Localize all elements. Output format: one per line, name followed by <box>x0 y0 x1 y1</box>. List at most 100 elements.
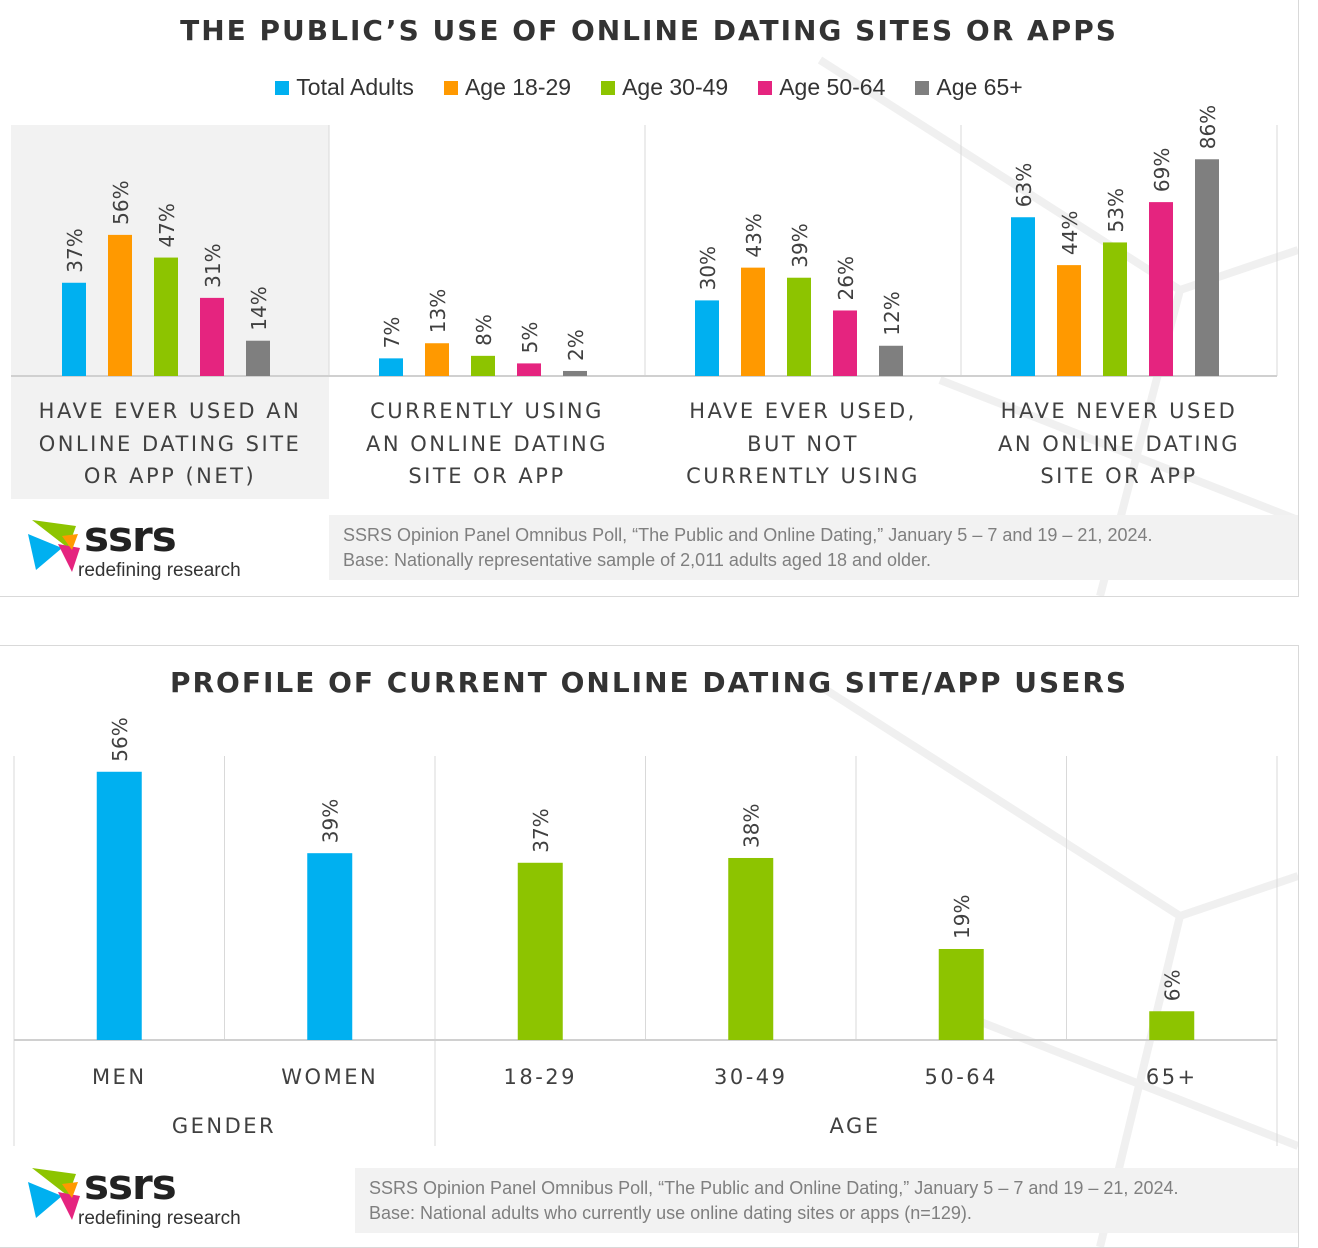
chart-panel-online-dating-use: THE PUBLIC’S USE OF ONLINE DATING SITES … <box>0 0 1299 597</box>
bar-chart-user-profile: 56% MEN 39% WOMEN 37% 18-29 38% 30-49 19% 50-64 6%… <box>13 717 1278 1146</box>
data-label: 37% <box>63 228 87 272</box>
category-label-line: HAVE EVER USED AN <box>38 399 302 423</box>
category-label-currently-using: CURRENTLY USING AN ONLINE DATING SITE OR… <box>329 395 645 493</box>
category-label-ever-used-not-current: HAVE EVER USED, BUT NOT CURRENTLY USING <box>645 395 961 493</box>
data-label: 44% <box>1058 211 1082 255</box>
category-label-line: CURRENTLY USING <box>686 464 920 488</box>
legend-label: Age 30-49 <box>622 74 729 100</box>
legend-label: Age 65+ <box>936 74 1023 100</box>
bar-total-adults <box>1011 217 1035 376</box>
category-label-line: OR APP (NET) <box>83 464 257 488</box>
data-label: 31% <box>201 243 225 287</box>
legend-swatch <box>915 80 930 95</box>
category-label-line: CURRENTLY USING <box>370 399 604 423</box>
source-line: Base: Nationally representative sample o… <box>343 550 932 570</box>
legend-item-age-18-29: Age 18-29 <box>443 74 572 101</box>
category-label-line: SITE OR APP <box>408 464 566 488</box>
chart-title: PROFILE OF CURRENT ONLINE DATING SITE/AP… <box>169 666 1129 699</box>
legend-item-age-65-plus: Age 65+ <box>915 74 1023 101</box>
bar-age-18-29 <box>741 267 765 376</box>
bar-men <box>96 771 142 1040</box>
logo-tagline: redefining research <box>78 1208 241 1229</box>
category-label-line: HAVE NEVER USED <box>1000 399 1238 423</box>
data-label: 86% <box>1196 105 1220 149</box>
source-note: SSRS Opinion Panel Omnibus Poll, “The Pu… <box>355 1168 1298 1233</box>
data-label: 26% <box>834 256 858 300</box>
bar-age-65- <box>246 340 270 376</box>
ssrs-logo-mark <box>28 520 80 572</box>
bar-age-30-49 <box>1103 242 1127 376</box>
category-label-line: AN ONLINE DATING <box>365 431 609 456</box>
category-label-line: SITE OR APP <box>1040 464 1198 488</box>
source-line: Base: National adults who currently use … <box>369 1203 972 1223</box>
data-label: 8% <box>472 314 496 346</box>
bar-age-65- <box>879 345 903 376</box>
bar-age-30-49 <box>471 355 495 376</box>
data-label: 30% <box>696 246 720 290</box>
group-label-age: AGE <box>829 1114 881 1138</box>
bar-50-64 <box>938 948 984 1040</box>
ssrs-logo: ssrs redefining research <box>28 1160 268 1232</box>
bar-age-50-64 <box>1149 202 1173 376</box>
logo-tagline: redefining research <box>78 560 241 581</box>
source-note: SSRS Opinion Panel Omnibus Poll, “The Pu… <box>329 515 1298 580</box>
ssrs-logo-mark <box>28 1168 80 1220</box>
bar-total-adults <box>695 300 719 376</box>
legend-swatch <box>275 80 290 95</box>
bar-total-adults <box>62 282 86 376</box>
bar-age-18-29 <box>425 343 449 376</box>
logo-wordmark: ssrs <box>84 1160 177 1209</box>
bar-age-30-49 <box>787 277 811 376</box>
legend-label: Age 18-29 <box>464 74 572 100</box>
data-label: 38% <box>740 804 764 848</box>
bar-age-50-64 <box>200 297 224 376</box>
category-label: 30-49 <box>714 1065 788 1089</box>
data-label: 37% <box>529 808 553 852</box>
legend-swatch <box>758 80 773 95</box>
source-line: SSRS Opinion Panel Omnibus Poll, “The Pu… <box>369 1178 1179 1198</box>
data-label: 14% <box>247 286 271 330</box>
data-label: 13% <box>426 289 450 333</box>
legend-item-age-50-64: Age 50-64 <box>758 74 885 101</box>
bar-age-18-29 <box>108 234 132 376</box>
category-label-line: ONLINE DATING SITE <box>38 431 302 456</box>
bar-age-50-64 <box>517 363 541 376</box>
logo-wordmark: ssrs <box>84 512 177 561</box>
data-label: 63% <box>1012 163 1036 207</box>
bar-18-29 <box>517 862 563 1040</box>
legend-swatch <box>443 80 458 95</box>
data-label: 56% <box>108 717 132 761</box>
category-label-never-used: HAVE NEVER USED AN ONLINE DATING SITE OR… <box>961 395 1277 493</box>
legend: Total Adults Age 18-29 Age 30-49 Age 50-… <box>0 74 1298 101</box>
data-label: 39% <box>319 799 343 843</box>
data-label: 12% <box>880 291 904 335</box>
group-label-gender: GENDER <box>171 1114 277 1138</box>
source-line: SSRS Opinion Panel Omnibus Poll, “The Pu… <box>343 525 1153 545</box>
data-label: 56% <box>109 180 133 224</box>
category-label-line: HAVE EVER USED, <box>689 399 917 423</box>
category-label: 18-29 <box>503 1065 577 1089</box>
bar-total-adults <box>379 358 403 376</box>
category-label: MEN <box>92 1065 147 1089</box>
ssrs-logo: ssrs redefining research <box>28 512 268 584</box>
bar-age-18-29 <box>1057 265 1081 376</box>
category-label-ever-used: HAVE EVER USED AN ONLINE DATING SITE OR … <box>11 395 329 493</box>
category-label-line: BUT NOT <box>747 431 859 456</box>
data-label: 6% <box>1161 970 1185 1002</box>
data-label: 7% <box>380 317 404 349</box>
bar-age-65- <box>563 370 587 376</box>
data-label: 2% <box>564 329 588 361</box>
data-label: 47% <box>155 203 179 247</box>
bar-women <box>307 853 353 1040</box>
legend-label: Total Adults <box>296 74 414 100</box>
legend-item-age-30-49: Age 30-49 <box>601 74 728 101</box>
legend-item-total-adults: Total Adults <box>275 74 414 101</box>
bar-age-30-49 <box>154 257 178 376</box>
chart-title: THE PUBLIC’S USE OF ONLINE DATING SITES … <box>180 14 1118 47</box>
category-label-line: AN ONLINE DATING <box>997 431 1241 456</box>
bar-chart-online-dating-use: 37% 56% 47% 31% 14% 7% 13% 8% 5% 2% 30% 43% 39% 26% 12… <box>11 105 1278 377</box>
category-label: 50-64 <box>924 1065 998 1089</box>
data-label: 53% <box>1104 188 1128 232</box>
bar-65- <box>1149 1011 1195 1040</box>
data-label: 69% <box>1150 148 1174 192</box>
